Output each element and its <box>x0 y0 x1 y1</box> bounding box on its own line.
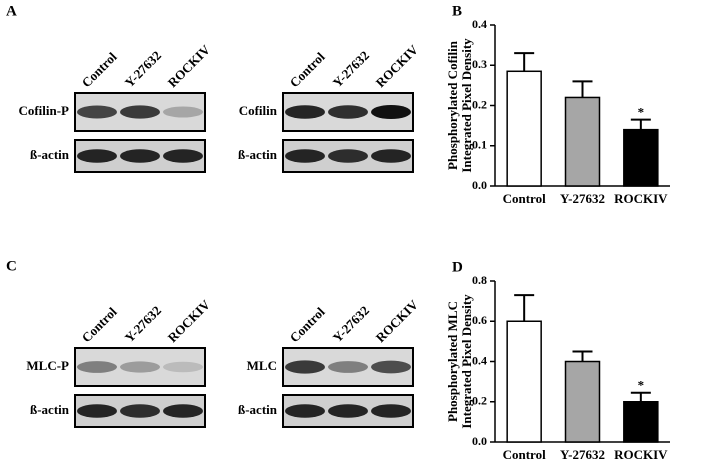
band <box>77 105 117 119</box>
band <box>120 404 160 418</box>
y-tick-label: 0.4 <box>472 17 487 31</box>
y-axis-label: Integrated Pixel Density <box>459 38 474 173</box>
band <box>163 361 203 373</box>
bar <box>623 401 659 443</box>
significance-marker: * <box>638 105 645 120</box>
lane-label: ROCKIV <box>373 296 422 345</box>
band <box>371 149 411 163</box>
y-tick-label: 0.3 <box>472 57 487 71</box>
x-tick-label: Control <box>503 447 546 462</box>
lane-label: Control <box>79 49 120 90</box>
row-label: ß-actin <box>30 147 70 162</box>
lane-label: ROCKIV <box>165 41 214 90</box>
lane-label: ROCKIV <box>165 296 214 345</box>
band <box>328 149 368 163</box>
blot-box <box>74 347 206 387</box>
x-tick-label: Y-27632 <box>560 447 605 462</box>
row-label: MLC <box>247 358 277 373</box>
band <box>371 360 411 374</box>
band <box>285 149 325 163</box>
lane-label: Y-27632 <box>330 48 372 90</box>
panel-letter: C <box>6 258 17 274</box>
band <box>77 149 117 163</box>
lane-label: Control <box>287 304 328 345</box>
row-label: ß-actin <box>238 402 278 417</box>
x-tick-label: Y-27632 <box>560 191 605 206</box>
row-label: Cofilin <box>239 103 278 118</box>
row-label: ß-actin <box>30 402 70 417</box>
lane-label: ROCKIV <box>373 41 422 90</box>
band <box>77 404 117 418</box>
significance-marker: * <box>638 378 645 393</box>
y-tick-label: 0.2 <box>472 97 487 111</box>
bar <box>564 360 601 443</box>
band <box>163 149 203 163</box>
band <box>285 404 325 418</box>
band <box>163 106 203 118</box>
bar <box>506 320 542 443</box>
y-axis-label: Phosphorylated MLC <box>445 301 460 422</box>
lane-label: Y-27632 <box>330 303 372 345</box>
band <box>285 360 325 374</box>
band <box>120 105 160 119</box>
y-tick-label: 0.8 <box>472 273 487 287</box>
band <box>328 404 368 418</box>
y-axis-label: Integrated Pixel Density <box>459 294 474 429</box>
bar <box>623 128 659 187</box>
band <box>120 149 160 163</box>
y-tick-label: 0.0 <box>472 178 487 192</box>
row-label: ß-actin <box>238 147 278 162</box>
panel-letter: A <box>6 3 17 19</box>
y-tick-label: 0.2 <box>472 394 487 408</box>
band <box>285 105 325 119</box>
lane-label: Y-27632 <box>122 48 164 90</box>
lane-label: Y-27632 <box>122 303 164 345</box>
bar <box>506 70 542 187</box>
x-tick-label: ROCKIV <box>614 191 668 206</box>
y-tick-label: 0.0 <box>472 434 487 448</box>
band <box>77 361 117 373</box>
panel-letter: B <box>452 3 462 19</box>
lane-label: Control <box>79 304 120 345</box>
bar <box>564 96 601 187</box>
y-tick-label: 0.4 <box>472 353 487 367</box>
x-tick-label: ROCKIV <box>614 447 668 462</box>
band <box>120 361 160 373</box>
row-label: Cofilin-P <box>18 103 69 118</box>
band <box>371 404 411 418</box>
y-tick-label: 0.1 <box>472 138 487 152</box>
band <box>328 361 368 373</box>
lane-label: Control <box>287 49 328 90</box>
band <box>163 404 203 418</box>
y-axis-label: Phosphorylated Cofilin <box>445 40 460 170</box>
band <box>371 105 411 119</box>
row-label: MLC-P <box>26 358 69 373</box>
x-tick-label: Control <box>503 191 546 206</box>
y-tick-label: 0.6 <box>472 313 487 327</box>
panel-letter: D <box>452 259 463 275</box>
band <box>328 105 368 119</box>
